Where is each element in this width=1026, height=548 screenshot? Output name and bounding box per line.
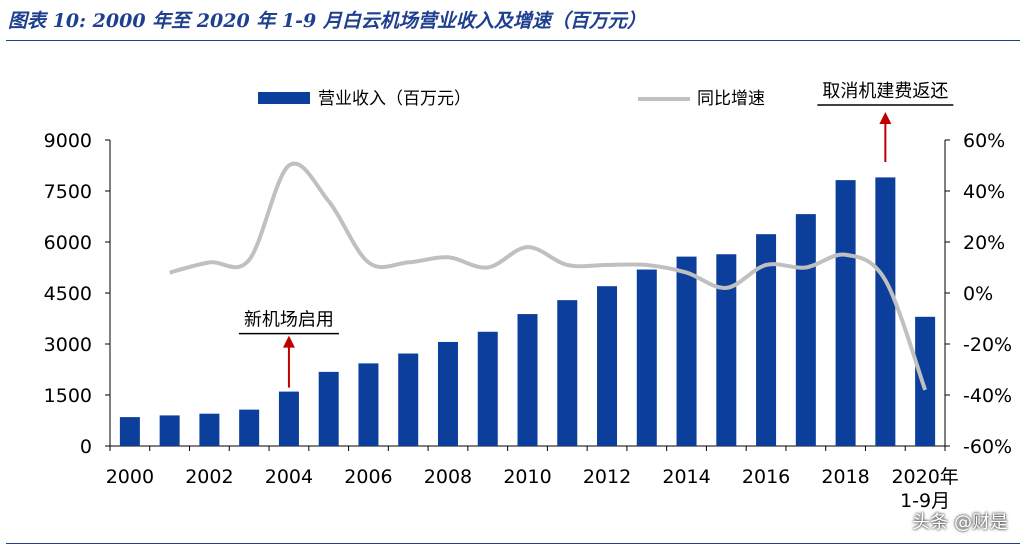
right-tick-label: -40%: [963, 385, 1012, 407]
bar-2015: [716, 254, 737, 446]
bar-2005: [318, 371, 339, 446]
legend-label-revenue: 营业收入（百万元）: [318, 89, 471, 109]
bar-2012: [597, 286, 618, 446]
annotation-2019: 取消机建费返还: [817, 81, 954, 162]
left-tick-label: 4500: [44, 283, 92, 305]
right-tick-label: -20%: [963, 334, 1012, 356]
x-tick-label: 2018: [821, 466, 869, 488]
bottom-rule: [6, 543, 1020, 544]
left-tick-label: 9000: [44, 130, 92, 152]
bar-2008: [437, 341, 458, 446]
bar-2000: [119, 417, 140, 446]
right-tick-label: 40%: [963, 181, 1005, 203]
bar-2003: [239, 409, 260, 446]
bar-2004: [278, 391, 299, 446]
left-tick-label: 1500: [44, 385, 92, 407]
bar-2010: [517, 314, 538, 446]
line-series: [169, 161, 927, 391]
bar-2011: [557, 300, 578, 446]
left-tick-label: 6000: [44, 232, 92, 254]
right-tick-label: 60%: [963, 130, 1005, 152]
x-tick-label: 2010: [503, 466, 551, 488]
left-tick-label: 7500: [44, 181, 92, 203]
bar-2019: [875, 177, 896, 446]
annotation-arrowhead: [282, 335, 295, 348]
x-tick-label: 2020年: [891, 466, 958, 488]
bar-2014: [676, 256, 697, 446]
x-tick-label: 2016: [742, 466, 790, 488]
x-tick-label: 2006: [344, 466, 392, 488]
bar-2020年1-9月: [915, 316, 936, 446]
annotation-label: 新机场启用: [244, 310, 334, 331]
legend-label-growth: 同比增速: [697, 89, 765, 109]
x-tick-label: 2008: [424, 466, 472, 488]
annotation-label: 取消机建费返还: [822, 81, 948, 102]
right-tick-label: 20%: [963, 232, 1005, 254]
right-tick-label: 0%: [963, 283, 993, 305]
bar-2007: [398, 353, 419, 446]
annotation-2004: 新机场启用: [238, 310, 339, 388]
bar-2009: [477, 331, 498, 446]
bar-2018: [835, 180, 856, 446]
bar-2002: [199, 413, 220, 446]
legend-swatch-revenue: [258, 92, 310, 104]
tick-labels: 0 1500 3000 4500 6000 7500 9000 -60% -40% -20% 0% 2…: [44, 130, 1012, 512]
bar-2016: [756, 234, 777, 446]
watermark: 头条 @财是: [912, 512, 1008, 533]
annotation-arrowhead: [879, 112, 892, 124]
figure-title: 图表 10: 2000 年至 2020 年 1-9 月白云机场营业收入及增速（百…: [8, 10, 646, 32]
x-tick-label: 2014: [662, 466, 710, 488]
x-tick-label: 2012: [583, 466, 631, 488]
annotations: 新机场启用 取消机建费返还: [238, 81, 954, 388]
title-rule: [6, 40, 1020, 41]
x-tick-label: 2002: [185, 466, 233, 488]
growth-line: [169, 161, 927, 391]
bar-series: [119, 177, 936, 446]
x-tick-label: 2000: [106, 466, 154, 488]
x-tick-sublabel: 1-9月: [900, 490, 950, 512]
right-tick-label: -60%: [963, 436, 1012, 458]
left-tick-label: 0: [80, 436, 92, 458]
bar-2006: [358, 363, 379, 446]
legend: 营业收入（百万元） 同比增速: [258, 89, 765, 109]
bar-2017: [795, 214, 816, 446]
x-tick-label: 2004: [265, 466, 313, 488]
bar-2001: [159, 415, 180, 446]
left-tick-label: 3000: [44, 334, 92, 356]
bar-2013: [636, 269, 657, 446]
